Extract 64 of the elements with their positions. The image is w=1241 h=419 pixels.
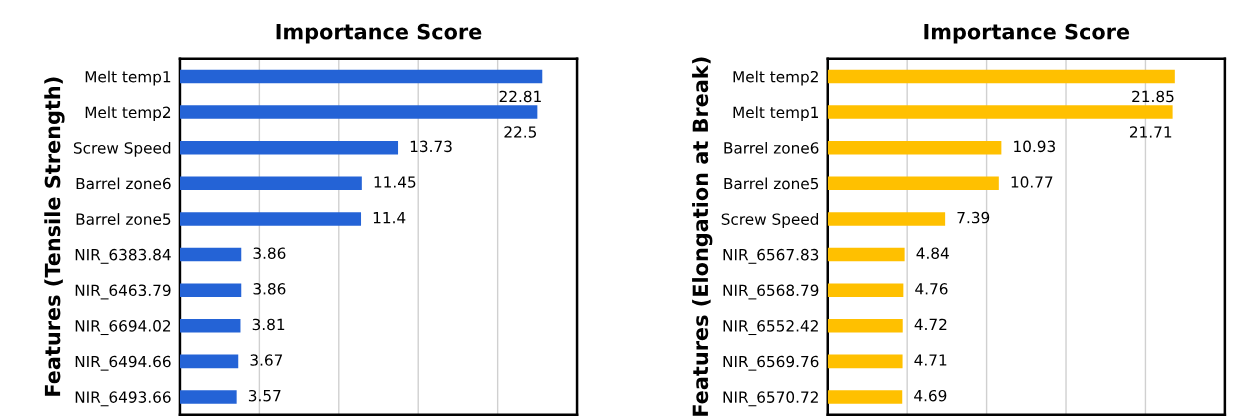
bar: [179, 319, 241, 333]
bar: [827, 390, 903, 404]
bar: [179, 69, 543, 84]
bar: [179, 283, 242, 297]
chart-title: Importance Score: [276, 23, 482, 44]
bar: [827, 319, 903, 333]
data-label: 7.39: [957, 211, 990, 224]
data-label: 21.85: [1132, 90, 1174, 103]
data-label: 3.86: [253, 283, 286, 295]
bar: [179, 390, 237, 404]
y-tick-label: NIR_6567.83: [723, 248, 819, 264]
bar: [179, 176, 362, 191]
y-tick-label: Melt temp1: [733, 106, 818, 122]
y-tick-label: Melt temp2: [733, 70, 818, 86]
y-tick-label: NIR_6383.84: [75, 248, 171, 264]
bar: [827, 140, 1002, 155]
data-label: 22.81: [499, 90, 541, 103]
data-label: 4.76: [915, 283, 948, 295]
y-tick-label: NIR_6694.02: [75, 320, 171, 336]
y-tick-label: NIR_6494.66: [75, 355, 171, 371]
y-axis-title: Features (Elongation at Break): [692, 57, 713, 416]
y-tick-label: NIR_6570.72: [723, 391, 818, 407]
data-label: 3.67: [250, 354, 283, 366]
y-tick-label: NIR_6463.79: [75, 284, 171, 300]
data-label: 10.93: [1014, 140, 1055, 153]
y-axis-title: Features (Tensile Strength): [44, 77, 65, 396]
data-label: 10.77: [1011, 176, 1053, 188]
data-label: 4.84: [916, 247, 949, 259]
data-label: 3.57: [248, 389, 281, 402]
data-label: 4.69: [914, 389, 947, 402]
y-tick-label: NIR_6552.42: [723, 320, 818, 336]
data-label: 11.4: [373, 212, 406, 224]
data-label: 11.45: [374, 176, 416, 188]
bar: [827, 283, 904, 297]
bar: [827, 247, 905, 262]
data-label: 4.71: [914, 354, 947, 366]
y-tick-label: Barrel zone5: [724, 177, 819, 190]
y-tick-label: Barrel zone6: [724, 141, 819, 154]
chart-title: Importance Score: [924, 23, 1130, 44]
data-label: 13.73: [410, 140, 452, 153]
data-label: 22.5: [504, 126, 537, 138]
bar: [827, 105, 1173, 119]
y-tick-label: Barrel zone5: [76, 213, 171, 225]
data-label: 21.71: [1129, 126, 1172, 138]
y-tick-label: NIR_6568.79: [723, 284, 819, 300]
data-label: 3.81: [252, 318, 285, 331]
bar: [179, 354, 239, 369]
y-tick-label: Melt temp1: [85, 70, 171, 86]
y-tick-label: NIR_6493.66: [75, 391, 171, 407]
bar: [179, 140, 399, 155]
y-tick-label: Screw Speed: [721, 213, 819, 228]
bar: [827, 212, 946, 226]
bar: [827, 176, 999, 191]
y-tick-label: Melt temp2: [85, 106, 171, 122]
y-tick-label: Screw Speed: [73, 141, 171, 157]
bar: [179, 247, 242, 262]
bar: [827, 354, 903, 369]
bar: [827, 69, 1175, 84]
data-label: 3.86: [253, 247, 286, 259]
bar: [179, 105, 538, 119]
data-label: 4.72: [914, 318, 947, 330]
y-tick-label: NIR_6569.76: [723, 355, 819, 371]
bar: [179, 212, 362, 226]
y-tick-label: Barrel zone6: [76, 177, 171, 190]
